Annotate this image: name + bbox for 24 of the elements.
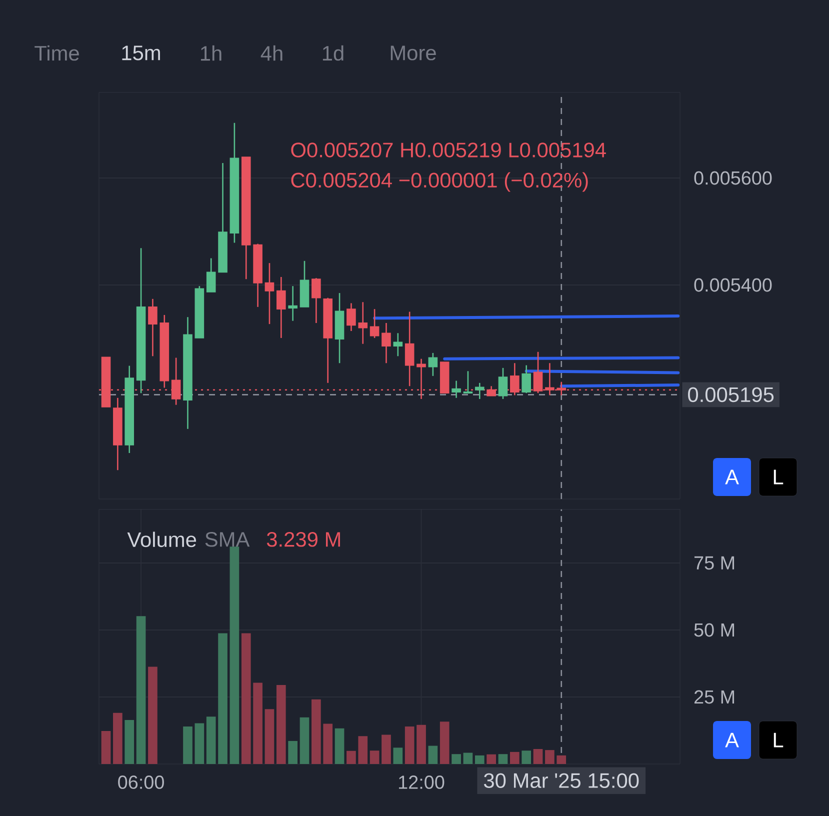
annotation: O0.005207 H0.005219 L0.005194 — [291, 142, 606, 158]
text: A — [725, 470, 739, 484]
y-tick-label: 0.005400 — [694, 278, 772, 292]
y-tick-label: 0.005600 — [694, 171, 772, 185]
ref-line-label: 0.005195 — [688, 387, 774, 402]
text: 1d — [322, 45, 344, 61]
text: 4h — [260, 45, 282, 61]
text: More — [390, 46, 436, 60]
annotation: C0.005204 −0.000001 (−0.02%) — [291, 172, 588, 192]
y-tick-label: 50 M — [694, 623, 734, 637]
text: L — [774, 732, 784, 748]
text: Time — [34, 45, 79, 61]
annotation: 3.239 M — [266, 532, 340, 547]
text: SMA — [205, 532, 250, 547]
text: Volume — [127, 532, 196, 548]
y-tick-label: 75 M — [694, 556, 734, 570]
text: 1h — [200, 45, 222, 61]
text: 15m — [122, 46, 160, 60]
text: A — [725, 732, 739, 748]
text: L — [774, 470, 784, 484]
x-tick-label: 12:00 — [399, 776, 444, 789]
y-tick-label: 25 M — [694, 690, 734, 704]
ref-line-label: 30 Mar '25 15:00 — [484, 773, 639, 788]
x-tick-label: 06:00 — [118, 776, 164, 789]
